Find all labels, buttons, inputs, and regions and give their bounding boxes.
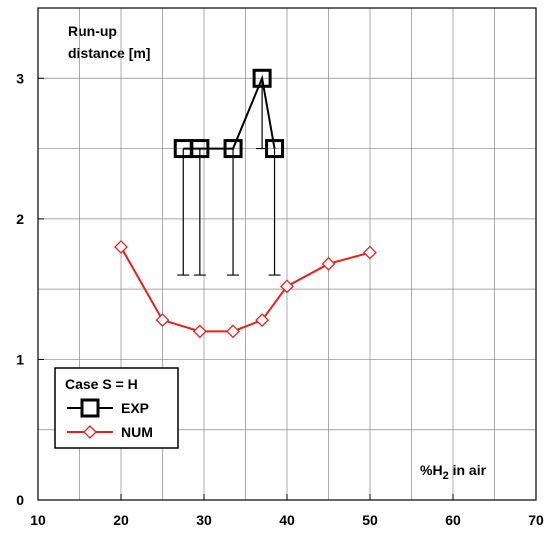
x-tick-label: 30 bbox=[196, 512, 212, 528]
series-line bbox=[120, 246, 371, 333]
x-tick-label: 10 bbox=[30, 512, 46, 528]
y-tick-label: 0 bbox=[16, 492, 24, 508]
marker bbox=[192, 324, 207, 339]
y-axis-label: Run-up bbox=[68, 23, 117, 39]
x-tick-label: 70 bbox=[528, 512, 544, 528]
marker bbox=[155, 313, 170, 327]
legend-marker bbox=[83, 425, 97, 439]
x-tick-label: 60 bbox=[445, 512, 461, 528]
marker bbox=[252, 68, 272, 88]
marker bbox=[280, 279, 294, 294]
marker bbox=[223, 139, 243, 159]
marker bbox=[114, 240, 128, 254]
marker bbox=[255, 313, 270, 327]
error-bar bbox=[177, 148, 190, 276]
y-tick-label: 1 bbox=[16, 351, 24, 367]
legend-title: Case S = H bbox=[65, 376, 138, 392]
marker bbox=[190, 139, 210, 159]
error-bar bbox=[227, 148, 240, 276]
y-axis-label: distance [m] bbox=[68, 45, 150, 61]
marker bbox=[265, 139, 285, 159]
marker bbox=[363, 245, 377, 260]
legend-marker bbox=[80, 398, 100, 418]
x-tick-label: 40 bbox=[279, 512, 295, 528]
series-line bbox=[183, 74, 276, 150]
marker bbox=[321, 256, 336, 271]
x-tick-label: 50 bbox=[362, 512, 378, 528]
error-bar bbox=[268, 148, 281, 276]
x-tick-label: 20 bbox=[113, 512, 129, 528]
y-tick-label: 2 bbox=[16, 211, 24, 227]
x-axis-label: %H2 in air bbox=[420, 462, 487, 482]
marker bbox=[226, 324, 240, 339]
legend-label: EXP bbox=[121, 400, 149, 416]
y-tick-label: 3 bbox=[16, 70, 24, 86]
legend-label: NUM bbox=[121, 424, 153, 440]
error-bar bbox=[193, 148, 206, 276]
